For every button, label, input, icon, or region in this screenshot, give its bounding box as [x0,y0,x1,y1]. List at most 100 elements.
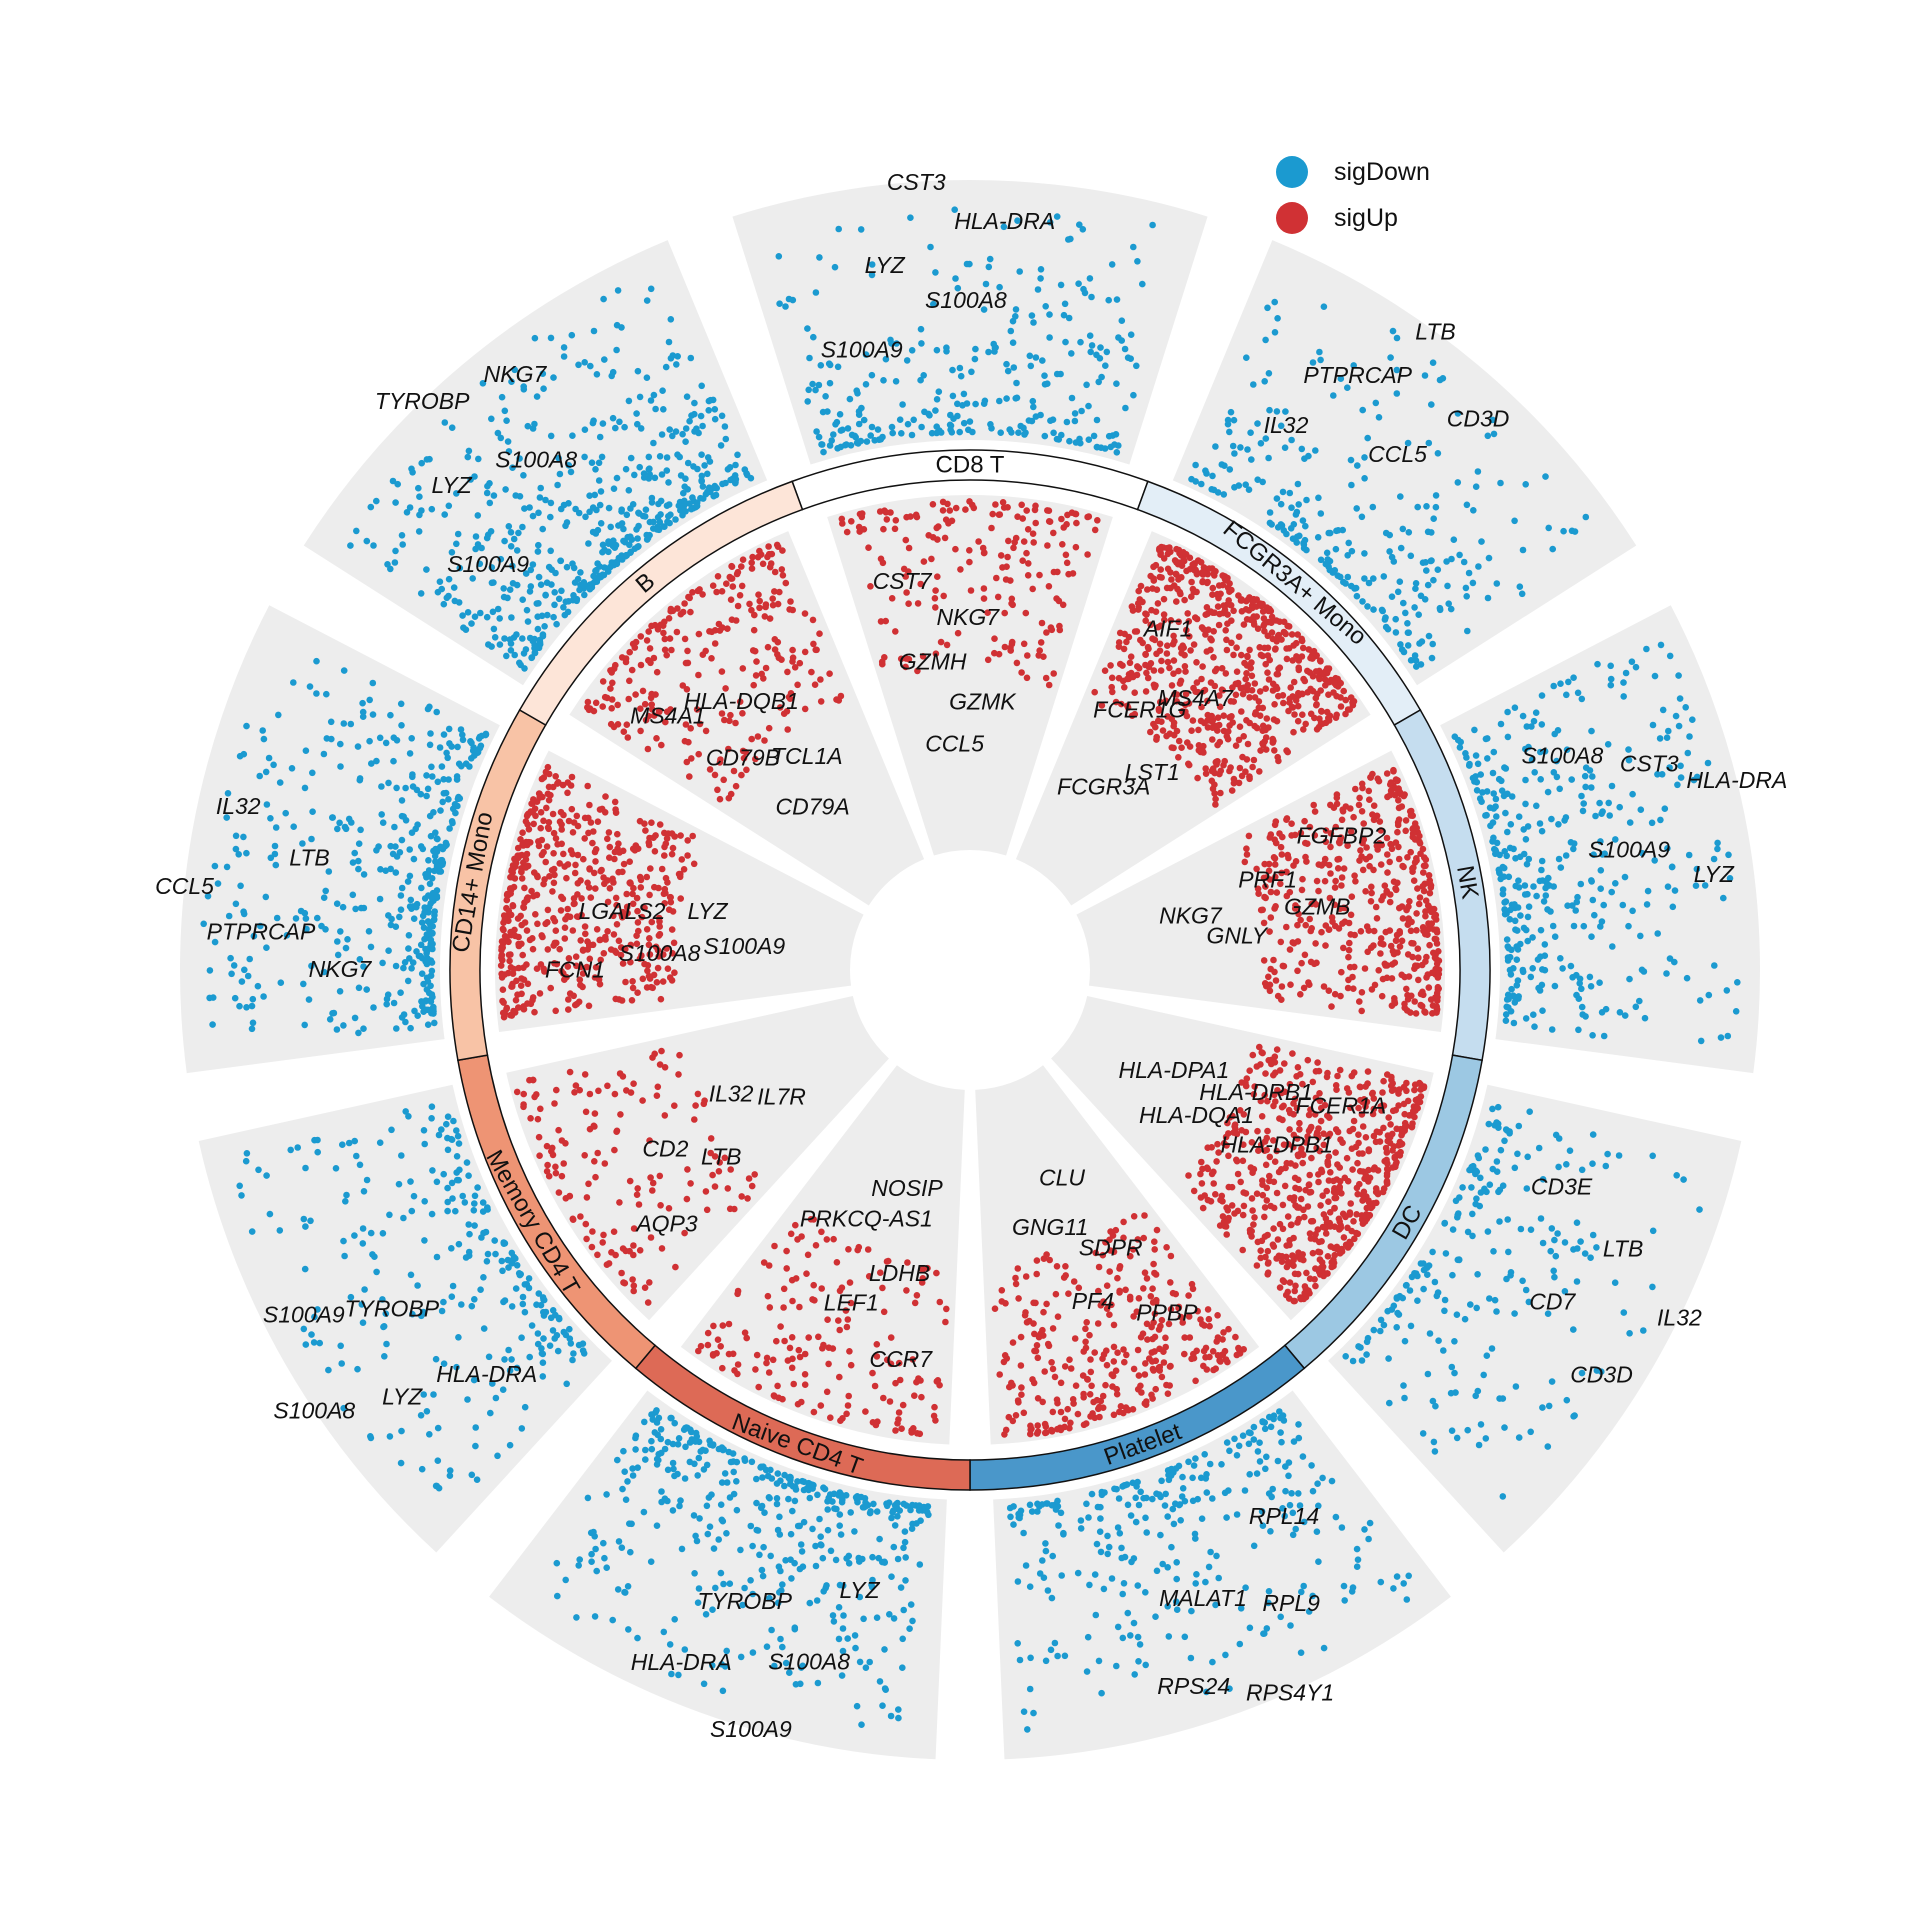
point-up [1283,868,1290,876]
point-down [1244,446,1251,453]
point-up [1328,1259,1335,1266]
point-up [1316,1249,1324,1256]
point-down [302,1341,310,1348]
point-up [1304,1203,1312,1210]
point-down [1473,1168,1481,1176]
point-up [1345,953,1352,961]
point-up [1263,1197,1271,1204]
point-up [1416,894,1424,901]
point-down [1469,579,1477,587]
point-up [1320,1211,1328,1218]
point-down [1158,1477,1165,1485]
point-down [1267,1423,1275,1431]
point-up [1202,765,1209,772]
point-up [817,1402,825,1409]
point-up [1150,1260,1157,1268]
point-down [678,1545,686,1553]
point-up [1279,1116,1286,1124]
point-up [1066,1356,1073,1363]
point-down [1265,454,1272,462]
point-down [787,1474,794,1481]
point-down [1137,1488,1144,1496]
point-up [1051,1373,1059,1381]
point-up [1186,633,1193,640]
point-down [1514,977,1522,984]
point-down [1300,1582,1307,1590]
point-up [1388,1073,1395,1081]
point-up [571,869,579,877]
point-down [1420,1266,1428,1274]
point-down [661,1445,669,1453]
point-up [1335,1215,1343,1223]
point-down [904,420,912,428]
point-down [847,442,855,449]
point-up [1171,557,1179,564]
point-up [1008,640,1016,648]
point-down [894,1499,901,1507]
point-down [1462,584,1470,592]
point-up [627,1089,635,1096]
point-up [777,1323,784,1330]
point-up [803,1270,810,1277]
point-down [1104,1532,1111,1540]
point-down [1502,1011,1510,1018]
point-up [1175,667,1182,675]
point-up [1354,1190,1361,1198]
point-down [1589,896,1597,904]
point-up [1343,1154,1351,1162]
point-down [1710,855,1718,863]
point-down [1523,1185,1531,1192]
point-down [1421,372,1429,379]
point-down [1490,1248,1497,1255]
point-down [1012,395,1019,402]
point-up [529,935,536,942]
point-up [1396,929,1403,937]
point-down [868,261,876,268]
point-down [1016,268,1023,275]
point-down [813,1597,821,1604]
point-up [1029,530,1037,537]
point-up [508,1012,516,1019]
point-down [1511,917,1519,925]
point-down [1385,1355,1392,1362]
point-up [1019,557,1026,564]
point-down [1519,712,1527,720]
point-down [1422,559,1429,566]
point-down [681,1475,689,1482]
point-down [455,1140,463,1147]
point-up [1223,646,1231,654]
point-down [1401,1337,1409,1345]
point-down [851,432,859,440]
point-up [1286,1279,1294,1286]
point-up [1220,602,1228,609]
point-down [1597,885,1604,892]
point-up [744,1195,751,1202]
point-down [908,347,916,354]
point-down [702,1447,709,1454]
point-up [1402,1123,1409,1131]
point-up [989,510,996,518]
point-down [1068,394,1076,402]
point-up [1257,651,1265,659]
point-up [1331,1251,1338,1259]
point-up [549,1151,557,1159]
point-down [1239,1432,1247,1439]
point-up [1426,880,1434,888]
point-down [1009,317,1017,325]
point-down [1519,546,1527,554]
point-up [1160,595,1168,603]
point-up [1257,747,1264,754]
point-down [1113,380,1120,388]
point-up [591,1123,598,1130]
point-up [649,1187,656,1194]
point-up [1427,908,1435,916]
point-up [1241,858,1249,866]
point-down [1490,790,1497,797]
point-up [1315,1238,1323,1246]
point-down [1482,1435,1490,1442]
point-down [822,393,829,400]
point-down [1118,337,1125,344]
point-down [873,1508,881,1515]
point-up [781,1337,788,1345]
point-down [1254,476,1261,484]
